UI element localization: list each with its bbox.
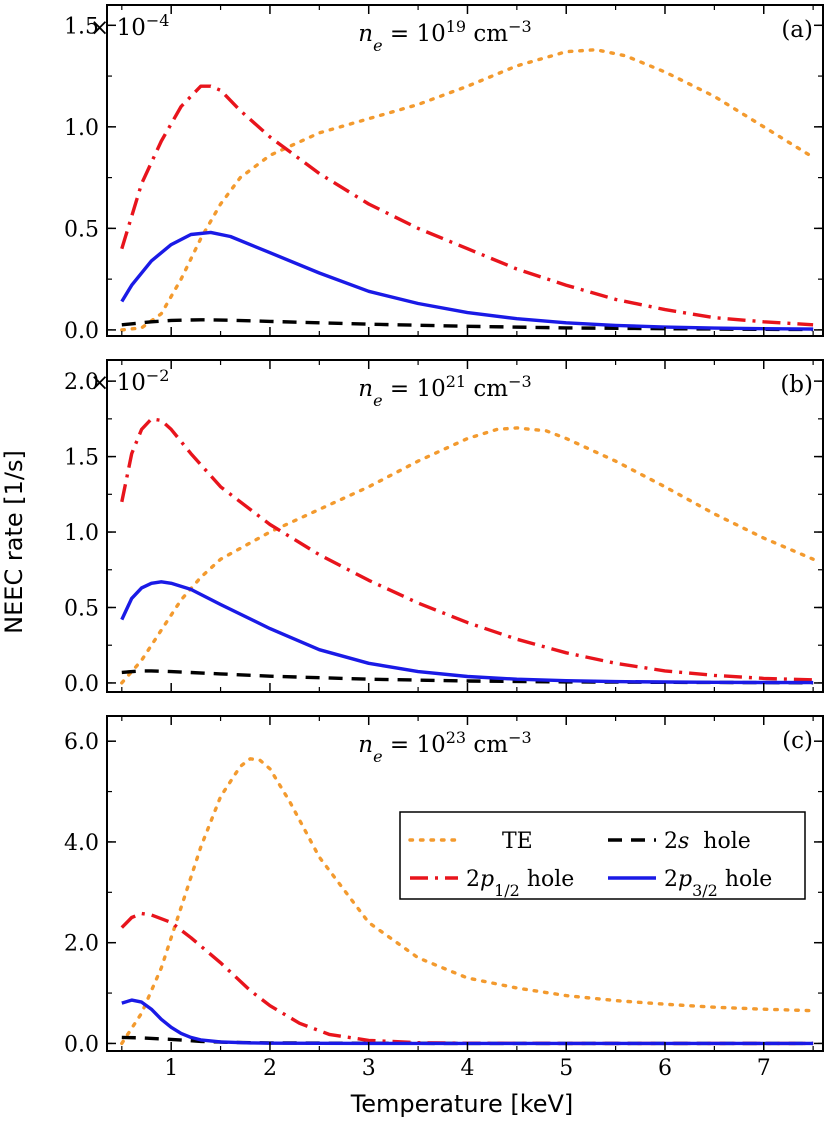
- legend-box: [399, 811, 806, 900]
- legend-label: 2p1/2 hole: [466, 867, 574, 900]
- series-group: [120, 757, 815, 1046]
- x-axis-label: Temperature [keV]: [350, 1090, 574, 1118]
- x-tick-label: 3: [362, 1056, 376, 1081]
- panels: 0.00.51.01.5 (a)ne = 1019 cm−3× 10−40.00.…: [64, 4, 824, 1081]
- series-line-2p3-2-hole: [120, 580, 814, 685]
- density-label: ne = 1019 cm−3: [358, 17, 531, 55]
- y-tick-label: 6.0: [64, 730, 99, 755]
- y-tick-label: 0.0: [64, 1032, 99, 1057]
- panel-label: (a): [781, 17, 813, 43]
- legend-item-2p3-2-hole: 2p3/2 hole: [608, 867, 772, 900]
- x-tick-label: 2: [263, 1056, 277, 1081]
- series-group: [120, 417, 815, 685]
- panel-label: (c): [782, 728, 813, 754]
- legend-item-te: TE: [408, 829, 533, 854]
- y-tick-label: 4.0: [64, 831, 99, 856]
- series-line-2p1-2-hole: [120, 84, 814, 327]
- series-group: [120, 48, 815, 332]
- plot-frame: [106, 715, 824, 1052]
- panel-a: 0.0 0.5 1.0 1.5 (a) ne = 1019 cm−3 × 10−4: [64, 4, 824, 344]
- series-line-2p1-2-hole: [120, 417, 814, 682]
- x-tick-label: 1: [164, 1056, 178, 1081]
- y-tick-label: 0.5: [64, 217, 99, 242]
- y-tick-label: 1.0: [64, 521, 99, 546]
- y-axis-label: NEEC rate [1/s]: [0, 450, 28, 634]
- legend-item-2s-hole: 2s hole: [608, 829, 751, 854]
- y-tick-label: 2.0: [64, 370, 99, 395]
- legend-label: 2s hole: [664, 829, 751, 854]
- y-tick-label: 0.5: [64, 596, 99, 621]
- plot-frame: [106, 4, 824, 337]
- series-line-2p3-2-hole: [121, 998, 814, 1046]
- x-tick-label: 5: [559, 1056, 573, 1081]
- legend: TE 2s hole 2p1/2 hole 2p3/2 hole: [399, 811, 806, 900]
- density-label: ne = 1023 cm−3: [358, 728, 531, 766]
- x-tick-label: 4: [460, 1056, 474, 1081]
- scale-multiplier: × 10−2: [90, 366, 169, 397]
- scale-multiplier: × 10−4: [90, 11, 169, 42]
- y-tick-label: 1.5: [64, 14, 99, 39]
- series-line-te: [120, 757, 815, 1046]
- series-line-2p1-2-hole: [120, 911, 814, 1046]
- x-tick-label: 7: [757, 1056, 771, 1081]
- legend-item-2p1-2-hole: 2p1/2 hole: [410, 867, 574, 900]
- y-tick-label: 1.5: [64, 446, 99, 471]
- y-tick-label: 0.0: [64, 319, 99, 344]
- density-label: ne = 1021 cm−3: [358, 372, 531, 410]
- y-tick-label: 0.0: [64, 672, 99, 697]
- y-tick-label: 2.0: [64, 932, 99, 957]
- legend-label: 2p3/2 hole: [664, 867, 772, 900]
- plot-frame: [106, 359, 824, 693]
- panel-c: 1 2 3 4 5 6 7 0.0 2.0 4.0 6.0 (c) ne = 1023 cm−3 TE 2s…: [64, 715, 824, 1081]
- x-tick-label: 6: [658, 1056, 672, 1081]
- y-tick-label: 1.0: [64, 116, 99, 141]
- series-line-te: [120, 48, 815, 332]
- panel-label: (b): [780, 372, 813, 398]
- series-line-te: [120, 426, 815, 685]
- panel-b: 0.0 0.5 1.0 1.5 2.0 (b) ne = 1021 cm−3 × 10−2: [64, 359, 824, 697]
- legend-label: TE: [502, 829, 533, 854]
